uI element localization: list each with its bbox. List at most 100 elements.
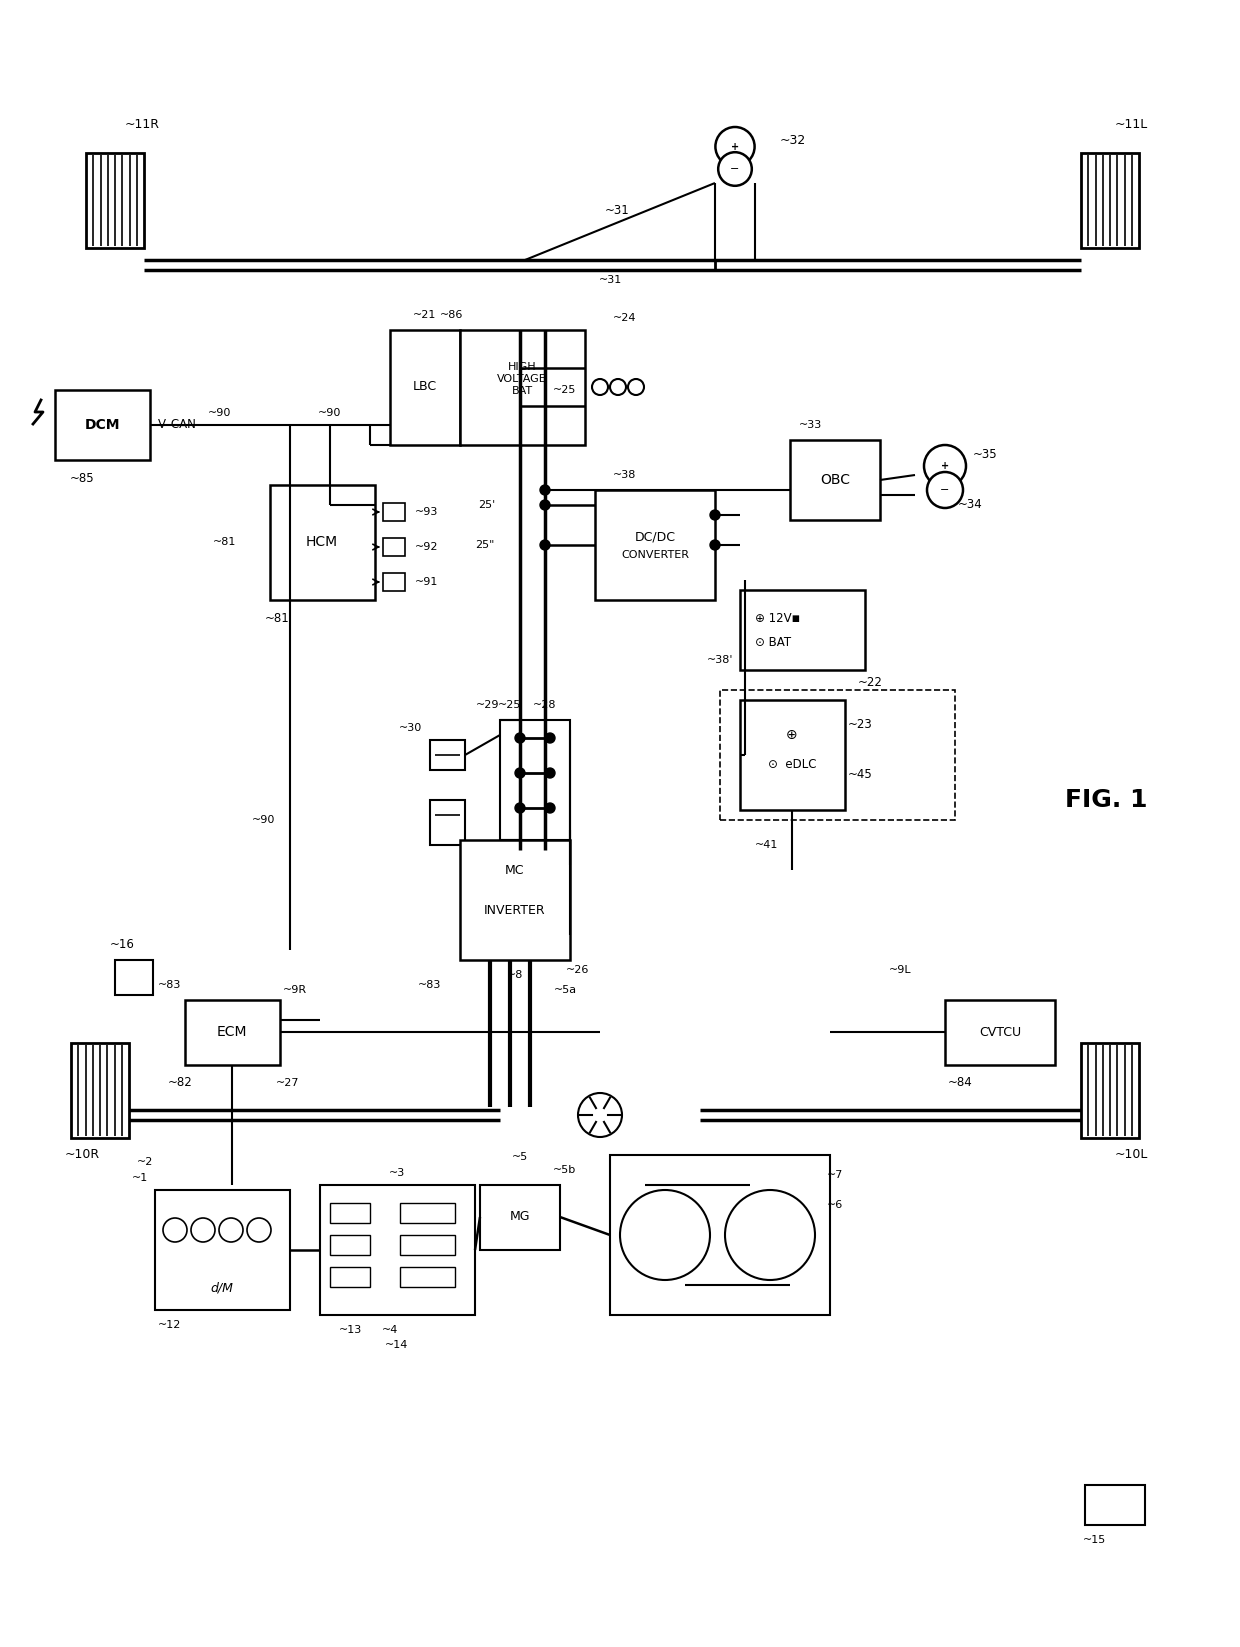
Text: ~82: ~82 [167, 1077, 192, 1090]
Bar [430, 800, 465, 845]
Circle shape [515, 768, 525, 777]
Text: ~23: ~23 [848, 718, 873, 731]
Text: +: + [730, 142, 739, 152]
Bar [270, 484, 374, 600]
Circle shape [711, 511, 720, 520]
Text: DCM: DCM [84, 418, 120, 432]
Text: ~25: ~25 [498, 700, 522, 710]
Text: ~45: ~45 [848, 769, 873, 781]
Text: +: + [941, 461, 949, 471]
Text: ~13: ~13 [339, 1324, 362, 1336]
Text: ~2: ~2 [136, 1156, 154, 1168]
Text: ~91: ~91 [415, 576, 439, 586]
Bar [480, 1184, 560, 1250]
Bar [720, 690, 955, 820]
Bar [55, 390, 150, 460]
Bar [330, 1202, 370, 1224]
Text: CVTCU: CVTCU [978, 1026, 1021, 1039]
Text: ~5a: ~5a [553, 985, 577, 995]
Text: ~14: ~14 [386, 1341, 409, 1351]
Text: ~83: ~83 [418, 980, 441, 990]
Bar [595, 491, 715, 600]
Bar [383, 573, 405, 591]
Text: ~38: ~38 [614, 469, 636, 479]
Text: ~24: ~24 [614, 313, 637, 323]
Circle shape [546, 804, 556, 814]
Text: ~81: ~81 [213, 537, 237, 547]
Text: ~34: ~34 [957, 499, 982, 512]
Text: ~5b: ~5b [553, 1164, 577, 1174]
Circle shape [191, 1219, 215, 1242]
Circle shape [610, 379, 626, 395]
Text: ~90: ~90 [252, 815, 275, 825]
Text: ⊕ 12V◾: ⊕ 12V◾ [755, 611, 800, 624]
Bar [460, 840, 570, 960]
Text: ~35: ~35 [972, 448, 997, 461]
Text: ~29: ~29 [476, 700, 500, 710]
Circle shape [515, 804, 525, 814]
Text: FIG. 1: FIG. 1 [1065, 787, 1147, 812]
Text: ~31: ~31 [605, 204, 630, 216]
Text: ~16: ~16 [110, 939, 135, 952]
Text: ~11R: ~11R [125, 119, 160, 132]
Text: HCM: HCM [306, 535, 339, 548]
Text: ~93: ~93 [415, 507, 439, 517]
Bar [155, 1191, 290, 1309]
Text: ~33: ~33 [799, 420, 822, 430]
Circle shape [546, 733, 556, 743]
Bar [430, 740, 465, 771]
Bar [401, 1267, 455, 1286]
Bar [320, 1184, 475, 1314]
Circle shape [539, 540, 551, 550]
Text: ~90: ~90 [319, 408, 342, 418]
Text: ~38': ~38' [707, 656, 733, 665]
Text: MC: MC [505, 863, 525, 876]
Text: OBC: OBC [820, 473, 849, 488]
Text: ~30: ~30 [398, 723, 422, 733]
Text: ~27: ~27 [277, 1079, 300, 1089]
Bar [71, 1043, 129, 1138]
Bar [391, 329, 460, 445]
Circle shape [219, 1219, 243, 1242]
Text: ~7: ~7 [827, 1169, 843, 1179]
Text: ⊕: ⊕ [786, 728, 797, 743]
Circle shape [578, 1094, 622, 1136]
Text: ~9R: ~9R [283, 985, 308, 995]
Text: CONVERTER: CONVERTER [621, 550, 689, 560]
Bar [610, 1155, 830, 1314]
Bar [790, 440, 880, 520]
Text: INVERTER: INVERTER [484, 904, 546, 916]
Text: ~26: ~26 [567, 965, 590, 975]
Text: ~5: ~5 [512, 1151, 528, 1163]
Circle shape [725, 1191, 815, 1280]
Text: ~81: ~81 [265, 611, 290, 624]
Text: ~32: ~32 [780, 133, 806, 147]
Bar [401, 1235, 455, 1255]
Bar [383, 502, 405, 520]
Text: ~41: ~41 [755, 840, 779, 850]
Circle shape [711, 540, 720, 550]
Text: ~1: ~1 [131, 1173, 148, 1183]
Text: ~10R: ~10R [64, 1148, 100, 1161]
Circle shape [715, 127, 755, 166]
Circle shape [627, 379, 644, 395]
Bar [115, 960, 153, 995]
Bar [185, 1000, 280, 1066]
Text: ~21: ~21 [413, 310, 436, 320]
Text: ~31: ~31 [599, 275, 621, 285]
Text: MG: MG [510, 1211, 531, 1224]
Circle shape [591, 379, 608, 395]
Text: V–CAN: V–CAN [157, 418, 197, 432]
Circle shape [539, 501, 551, 511]
Text: ~22: ~22 [858, 675, 883, 688]
Circle shape [620, 1191, 711, 1280]
Circle shape [546, 768, 556, 777]
Bar [460, 329, 585, 445]
Bar [86, 153, 144, 249]
Text: LBC: LBC [413, 380, 436, 394]
Text: ~6: ~6 [827, 1201, 843, 1211]
Circle shape [928, 473, 963, 507]
Circle shape [162, 1219, 187, 1242]
Text: ~4: ~4 [382, 1324, 398, 1336]
Text: ~85: ~85 [69, 471, 94, 484]
